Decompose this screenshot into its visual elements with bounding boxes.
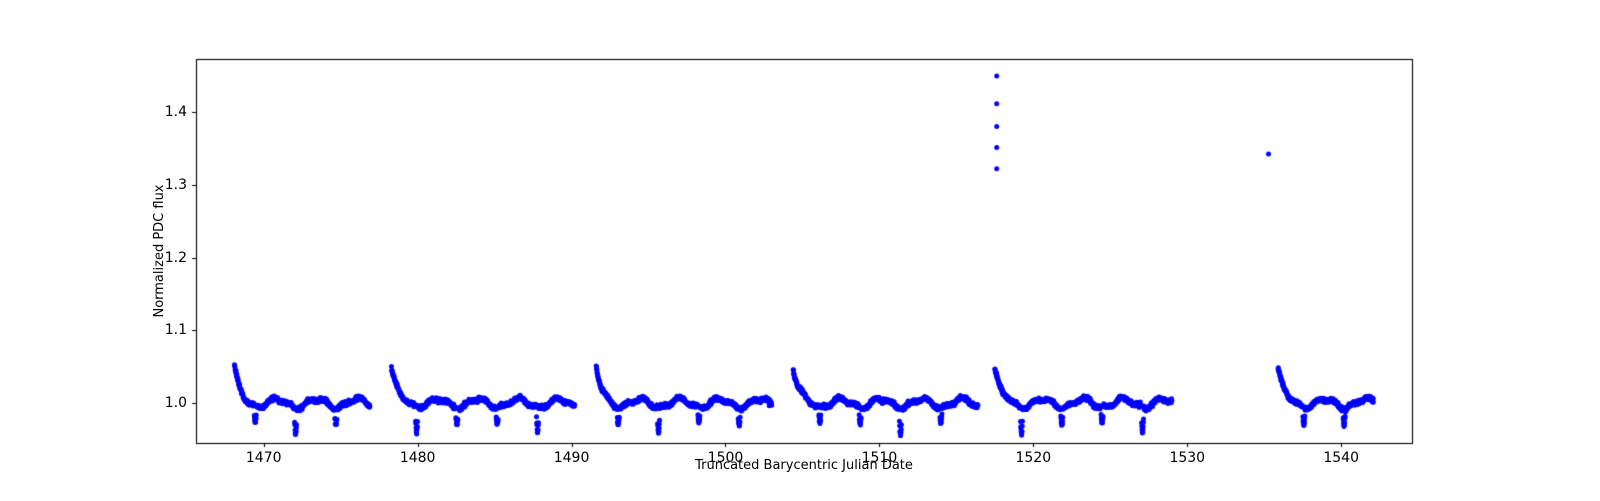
- y-tick-label-1.3: 1.3: [164, 176, 187, 193]
- x-tick-label-1520: 1520: [1015, 450, 1052, 466]
- y-tick-label-1.0: 1.0: [164, 395, 187, 412]
- x-tick-label-1500: 1500: [707, 450, 744, 466]
- x-tick-label-1470: 1470: [245, 450, 282, 466]
- x-tick-label-1510: 1510: [861, 450, 898, 466]
- x-tick-label-1490: 1490: [553, 450, 590, 466]
- y-tick-label-1.2: 1.2: [164, 249, 187, 266]
- y-tick-label-1.1: 1.1: [164, 322, 187, 339]
- x-tick-label-1540: 1540: [1323, 450, 1360, 466]
- x-tick-label-1480: 1480: [399, 450, 436, 466]
- x-tick-label-1530: 1530: [1169, 450, 1206, 466]
- y-tick-label-1.4: 1.4: [164, 103, 187, 120]
- x-axis-label: Truncated Barycentric Julian Date: [695, 458, 913, 473]
